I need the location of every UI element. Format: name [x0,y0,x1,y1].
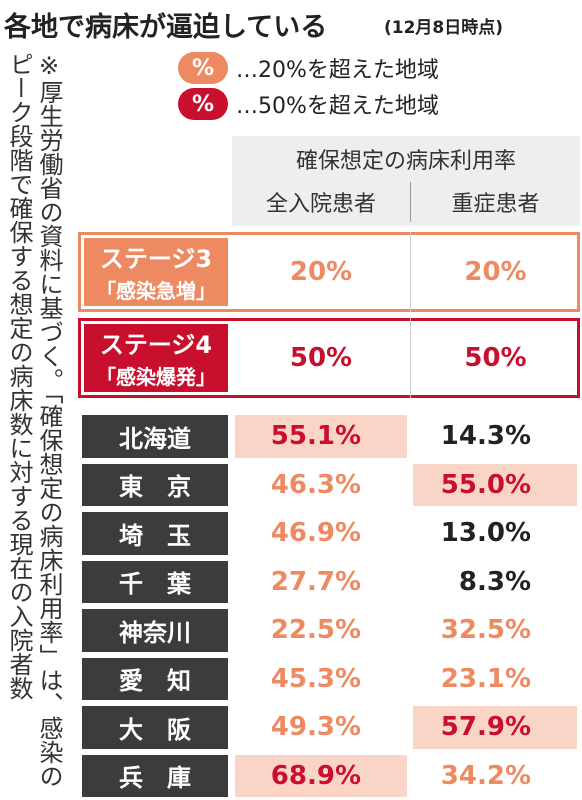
legend-text: …50%を超えた地域 [236,94,439,119]
region-label: 神奈川 [82,609,228,652]
stage-row [78,318,580,398]
stage-value: 20% [289,257,353,287]
region-label: 千 葉 [82,560,228,603]
region-value: 68.9% [235,754,407,797]
stage-value: 50% [289,343,353,373]
region-value: 23.1% [413,657,577,700]
region-value: 55.0% [413,463,577,506]
stage-name: ステージ4 [84,324,228,360]
title: 各地で病床が逼迫している [4,11,328,43]
region-value: 22.5% [235,609,407,652]
region-label: 兵 庫 [82,754,228,797]
region-value: 55.1% [235,415,407,458]
region-value: 14.3% [413,415,577,458]
stage-sub: 「感染爆発」 [84,358,228,392]
stage-name: ステージ3 [84,238,228,274]
region-value: 27.7% [235,560,407,603]
stage-value: 50% [410,318,580,398]
region-label: 大 阪 [82,706,228,749]
stage-row [78,232,580,312]
region-value: 46.9% [235,512,407,555]
region-value: 13.0% [413,512,577,555]
region-label: 愛 知 [82,657,228,700]
region-value: 34.2% [413,754,577,797]
column-header: 重症患者 [410,182,580,222]
region-value: 46.3% [235,463,407,506]
stage-sub: 「感染急増」 [84,272,228,306]
region-value: 57.9% [413,706,577,749]
column-header: 全入院患者 [265,192,376,217]
region-value: 8.3% [413,560,577,603]
date: (12月8日時点) [384,17,504,38]
table-title: 確保想定の病床利用率 [295,149,516,174]
header-bg [232,136,580,226]
region-value: 32.5% [413,609,577,652]
region-value: 45.3% [235,657,407,700]
region-label: 北海道 [82,415,228,458]
legend-mark: % [178,52,228,84]
region-value: 49.3% [235,706,407,749]
region-label: 東 京 [82,463,228,506]
region-label: 埼 玉 [82,512,228,555]
stage-value: 20% [410,232,580,312]
legend-mark: % [178,88,228,120]
note: ※厚生労働省の資料に基づく。「確保想定の病床利用率」は、感染のピーク段階で確保す… [5,52,63,788]
legend-text: …20%を超えた地域 [236,58,439,83]
